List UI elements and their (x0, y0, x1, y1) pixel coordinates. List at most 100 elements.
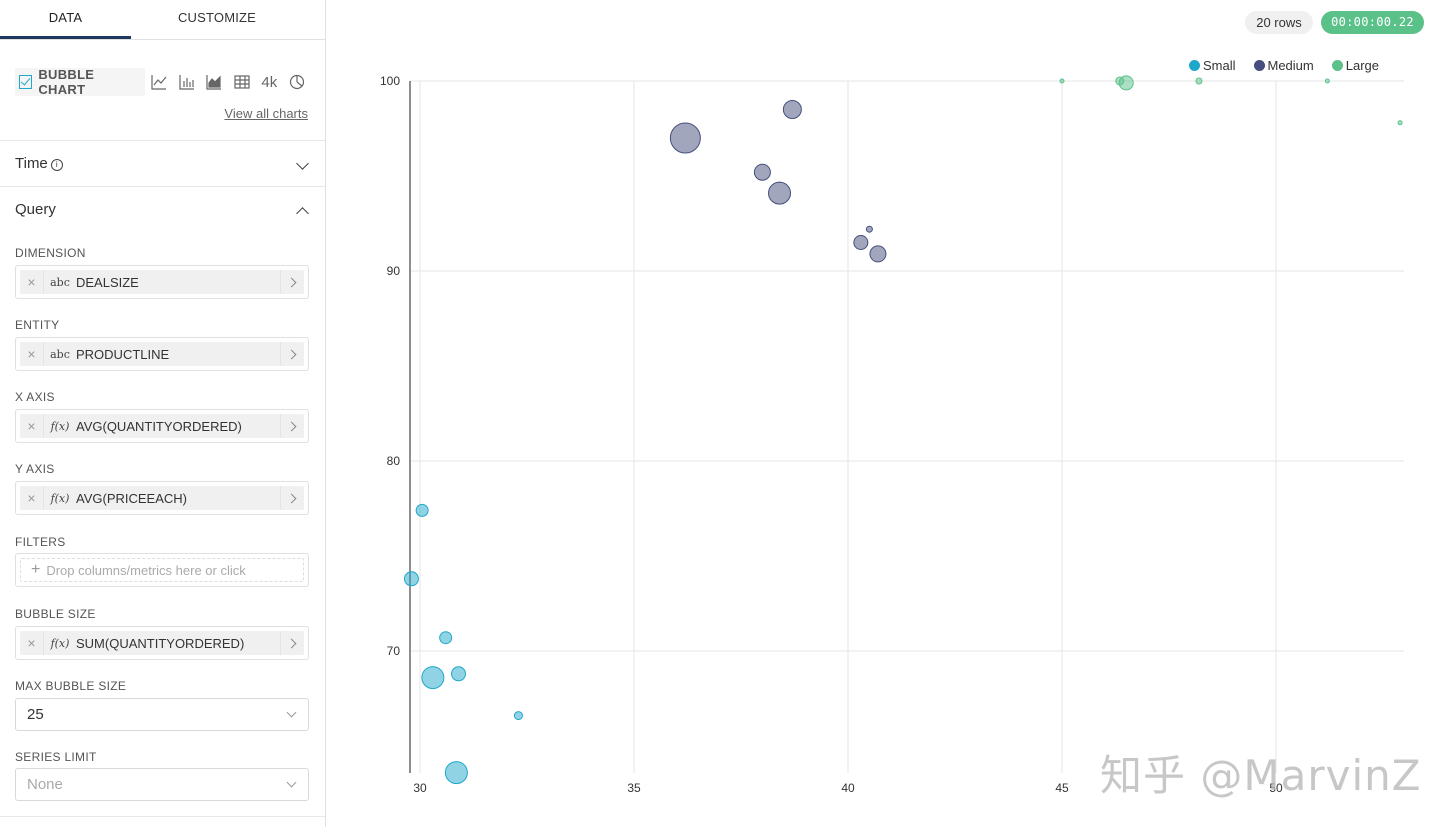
chevron-right-icon[interactable] (280, 270, 304, 294)
series-limit-placeholder: None (27, 776, 63, 793)
entity-label: ENTITY (15, 318, 60, 332)
chevron-right-icon[interactable] (280, 631, 304, 655)
y-axis-value: AVG(PRICEEACH) (76, 490, 187, 506)
control-panel: DATA CUSTOMIZE BUBBLE CHART 4k (0, 0, 326, 827)
x-axis-value: AVG(QUANTITYORDERED) (76, 418, 242, 434)
watermark: 知乎 @MarvinZ (1100, 751, 1422, 800)
y-axis-label: Y AXIS (15, 462, 55, 476)
bubble-small (403, 571, 419, 587)
divider (0, 816, 325, 817)
dimension-pill[interactable]: × abc DEALSIZE (20, 270, 304, 294)
max-bubble-size-select[interactable]: 25 (15, 698, 309, 731)
viz-selected-label: BUBBLE CHART (38, 67, 95, 97)
column-type-icon: abc (50, 347, 70, 361)
series-limit-select[interactable]: None (15, 768, 309, 801)
legend-item-large[interactable]: Large (1331, 58, 1379, 73)
max-bubble-size-label: MAX BUBBLE SIZE (15, 679, 127, 693)
checkbox-icon (19, 75, 33, 89)
y-tick-label: 70 (387, 644, 401, 658)
chart-legend: Small Medium Large (1188, 58, 1379, 73)
filters-control: + Drop columns/metrics here or click (15, 553, 309, 587)
pie-chart-icon[interactable] (284, 68, 311, 96)
remove-icon[interactable]: × (20, 270, 44, 294)
chevron-right-icon[interactable] (280, 414, 304, 438)
viz-type-bar: BUBBLE CHART 4k (0, 67, 325, 97)
legend-label: Small (1202, 58, 1236, 73)
query-section-title[interactable]: Query (15, 201, 56, 218)
remove-icon[interactable]: × (20, 342, 44, 366)
remove-icon[interactable]: × (20, 414, 44, 438)
function-icon: f(x) (50, 491, 70, 505)
area-chart-icon[interactable] (201, 68, 228, 96)
remove-icon[interactable]: × (20, 631, 44, 655)
time-label: Time (15, 155, 48, 172)
time-section-title: Time i (15, 155, 63, 172)
legend-label: Large (1345, 58, 1379, 73)
legend-dot-icon (1331, 60, 1343, 71)
x-tick-label: 40 (841, 781, 855, 795)
function-icon: f(x) (50, 419, 70, 433)
x-tick-label: 30 (413, 781, 427, 795)
time-section[interactable]: Time i (0, 140, 325, 186)
bubble-size-pill[interactable]: × f(x) SUM(QUANTITYORDERED) (20, 631, 304, 655)
bubble-size-control: × f(x) SUM(QUANTITYORDERED) (15, 626, 309, 660)
panel-tabs: DATA CUSTOMIZE (0, 0, 325, 40)
tab-data[interactable]: DATA (0, 0, 131, 39)
bubble-large (1397, 120, 1403, 126)
tab-customize[interactable]: CUSTOMIZE (177, 10, 257, 25)
legend-item-medium[interactable]: Medium (1253, 58, 1314, 73)
bubble-small (513, 711, 523, 721)
dimension-control: × abc DEALSIZE (15, 265, 309, 299)
legend-item-small[interactable]: Small (1188, 58, 1236, 73)
line-chart-icon[interactable] (146, 68, 173, 96)
chevron-right-icon[interactable] (280, 342, 304, 366)
viz-selected-button[interactable]: BUBBLE CHART (15, 67, 146, 97)
entity-control: × abc PRODUCTLINE (15, 337, 309, 371)
query-timer-badge: 00:00:00.22 (1321, 11, 1424, 34)
big-number-icon[interactable]: 4k (261, 73, 278, 91)
table-icon[interactable] (229, 68, 256, 96)
view-all-charts-link[interactable]: View all charts (224, 106, 308, 121)
entity-pill[interactable]: × abc PRODUCTLINE (20, 342, 304, 366)
entity-value: PRODUCTLINE (76, 346, 170, 362)
filters-label: FILTERS (15, 535, 66, 549)
bubble-medium (753, 163, 771, 181)
bubble-large (1059, 78, 1065, 84)
dimension-label: DIMENSION (15, 246, 86, 260)
bubble-large (1118, 75, 1134, 91)
max-bubble-size-value: 25 (27, 706, 44, 723)
x-tick-label: 45 (1055, 781, 1069, 795)
bubble-medium (869, 245, 887, 263)
column-type-icon: abc (50, 275, 70, 289)
dimension-value: DEALSIZE (76, 274, 139, 290)
bubble-small (415, 503, 429, 517)
x-tick-label: 50 (1269, 781, 1283, 795)
function-icon: f(x) (50, 636, 70, 650)
remove-icon[interactable]: × (20, 486, 44, 510)
bubble-medium (669, 122, 701, 154)
legend-dot-icon (1188, 60, 1200, 71)
x-axis-label: X AXIS (15, 390, 55, 404)
chevron-right-icon[interactable] (280, 486, 304, 510)
bubble-medium (782, 100, 802, 119)
bar-chart-icon[interactable] (174, 68, 201, 96)
bubble-size-value: SUM(QUANTITYORDERED) (76, 635, 245, 651)
y-axis-control: × f(x) AVG(PRICEEACH) (15, 481, 309, 515)
y-axis-pill[interactable]: × f(x) AVG(PRICEEACH) (20, 486, 304, 510)
y-tick-label: 90 (387, 264, 401, 278)
bubble-small (451, 666, 467, 682)
filters-placeholder: Drop columns/metrics here or click (46, 562, 246, 578)
legend-label: Medium (1267, 58, 1314, 73)
bubble-small (421, 666, 445, 690)
filters-dropzone[interactable]: + Drop columns/metrics here or click (20, 558, 304, 582)
legend-dot-icon (1253, 60, 1265, 71)
info-icon: i (50, 159, 63, 171)
bubble-medium (768, 181, 792, 205)
bubble-medium (853, 235, 869, 250)
x-axis-pill[interactable]: × f(x) AVG(QUANTITYORDERED) (20, 414, 304, 438)
plus-icon: + (31, 561, 41, 578)
bubble-large (1324, 78, 1330, 84)
bubble-small (444, 761, 468, 785)
